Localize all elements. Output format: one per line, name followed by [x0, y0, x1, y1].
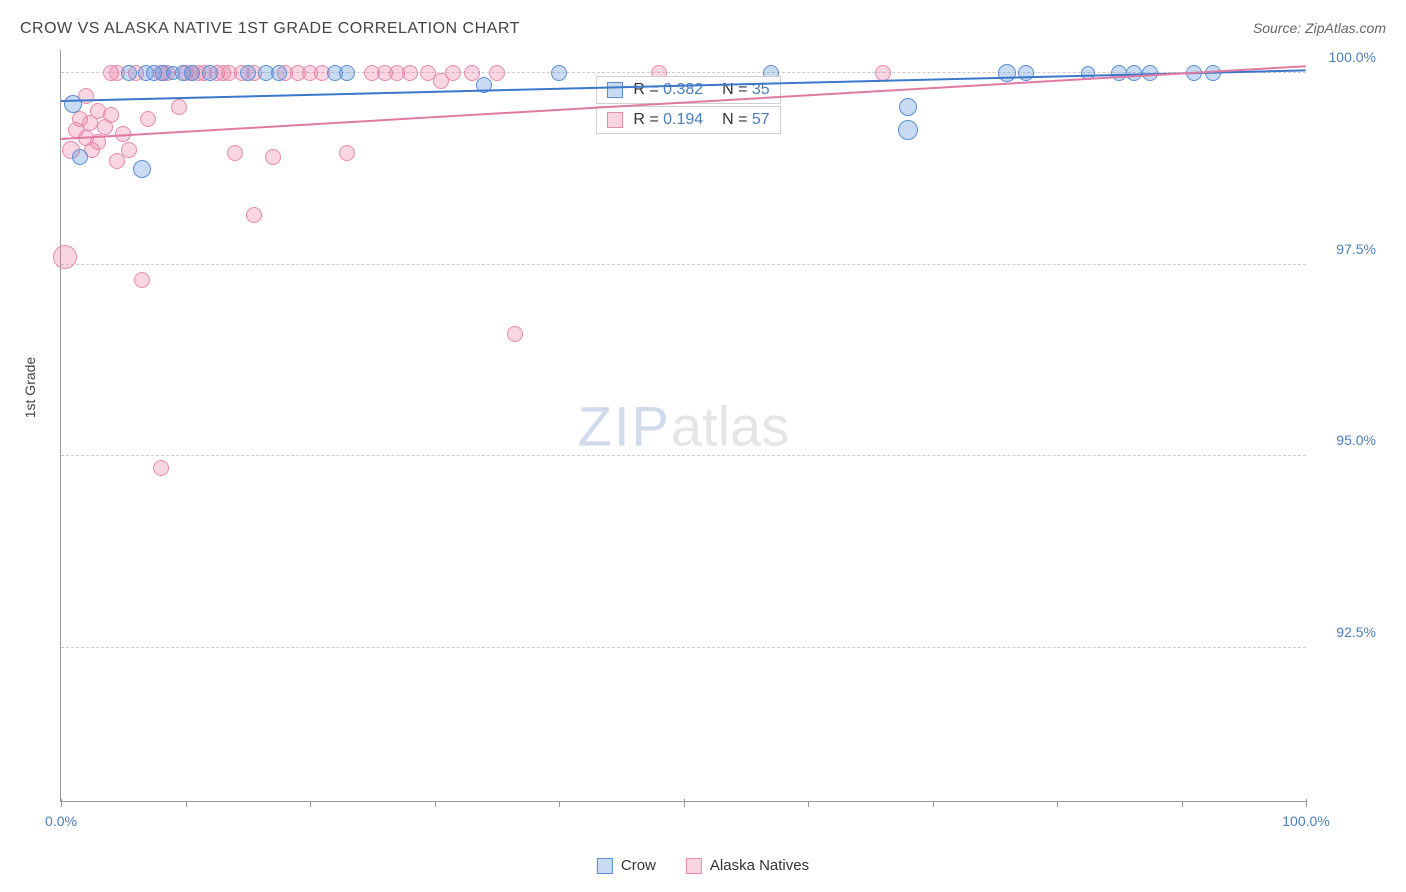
- scatter-point: [171, 99, 187, 115]
- chart-source: Source: ZipAtlas.com: [1253, 20, 1386, 36]
- legend-swatch: [597, 858, 613, 874]
- scatter-point: [103, 107, 119, 123]
- x-tick: [1182, 802, 1183, 807]
- scatter-point: [72, 149, 88, 165]
- chart-container: 1st Grade ZIPatlas 100.0%97.5%95.0%92.5%…: [40, 50, 1386, 832]
- x-tick: [186, 802, 187, 807]
- scatter-point: [875, 65, 891, 81]
- stats-box: R = 0.382 N = 35: [596, 76, 780, 104]
- x-tick: [310, 802, 311, 807]
- y-axis-label: 1st Grade: [22, 357, 38, 418]
- scatter-point: [1018, 65, 1034, 81]
- scatter-point: [265, 149, 281, 165]
- gridline-h: [61, 455, 1306, 456]
- scatter-point: [153, 460, 169, 476]
- x-tick: [933, 802, 934, 807]
- chart-header: CROW VS ALASKA NATIVE 1ST GRADE CORRELAT…: [20, 20, 1386, 50]
- legend-item: Alaska Natives: [686, 857, 809, 874]
- stats-r: R = 0.194: [633, 111, 703, 129]
- gridline-h: [61, 647, 1306, 648]
- scatter-point: [551, 65, 567, 81]
- stats-swatch: [607, 82, 623, 98]
- x-tick: [1306, 799, 1307, 807]
- scatter-point: [64, 95, 82, 113]
- x-tick: [1057, 802, 1058, 807]
- gridline-h: [61, 264, 1306, 265]
- y-tick-label: 100.0%: [1316, 49, 1376, 65]
- x-tick: [435, 802, 436, 807]
- watermark-atlas: atlas: [671, 394, 789, 457]
- scatter-point: [109, 153, 125, 169]
- scatter-point: [240, 65, 256, 81]
- scatter-point: [202, 65, 218, 81]
- x-tick-label: 100.0%: [1282, 813, 1329, 829]
- y-tick-label: 97.5%: [1316, 241, 1376, 257]
- stats-swatch: [607, 112, 623, 128]
- x-tick: [808, 802, 809, 807]
- stats-n: N = 57: [713, 111, 769, 129]
- scatter-point: [133, 160, 151, 178]
- scatter-point: [899, 98, 917, 116]
- scatter-point: [445, 65, 461, 81]
- legend-item: Crow: [597, 857, 656, 874]
- legend-label: Crow: [621, 857, 656, 874]
- watermark: ZIPatlas: [578, 393, 789, 458]
- scatter-point: [140, 111, 156, 127]
- scatter-point: [998, 64, 1016, 82]
- scatter-point: [246, 207, 262, 223]
- x-tick: [684, 799, 685, 807]
- y-tick-label: 92.5%: [1316, 624, 1376, 640]
- scatter-point: [339, 145, 355, 161]
- chart-title: CROW VS ALASKA NATIVE 1ST GRADE CORRELAT…: [20, 20, 520, 37]
- scatter-point: [134, 272, 150, 288]
- x-tick-label: 0.0%: [45, 813, 77, 829]
- legend-swatch: [686, 858, 702, 874]
- scatter-point: [53, 245, 77, 269]
- plot-area: ZIPatlas 100.0%97.5%95.0%92.5%0.0%100.0%…: [60, 50, 1306, 802]
- scatter-point: [184, 65, 200, 81]
- scatter-point: [271, 65, 287, 81]
- scatter-point: [121, 142, 137, 158]
- legend: Crow Alaska Natives: [597, 857, 809, 874]
- scatter-point: [227, 145, 243, 161]
- watermark-zip: ZIP: [578, 394, 671, 457]
- x-tick: [559, 802, 560, 807]
- scatter-point: [489, 65, 505, 81]
- scatter-point: [402, 65, 418, 81]
- scatter-point: [507, 326, 523, 342]
- scatter-point: [898, 120, 918, 140]
- scatter-point: [339, 65, 355, 81]
- x-tick: [61, 799, 62, 807]
- scatter-point: [121, 65, 137, 81]
- stats-box: R = 0.194 N = 57: [596, 106, 780, 134]
- legend-label: Alaska Natives: [710, 857, 809, 874]
- y-tick-label: 95.0%: [1316, 432, 1376, 448]
